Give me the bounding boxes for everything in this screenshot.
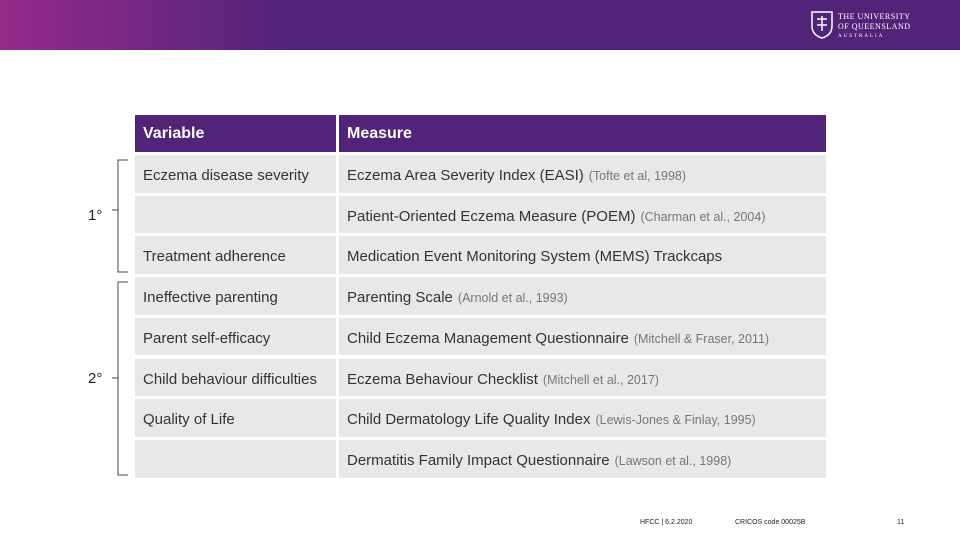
- header-cell: Measure: [339, 115, 826, 152]
- measure-cell: Child Eczema Management Questionnaire (Mi…: [339, 317, 826, 356]
- measure-text: Patient-Oriented Eczema Measure (POEM): [347, 207, 636, 225]
- group-label: 2°: [88, 370, 103, 387]
- logo-line: AUSTRALIA: [838, 34, 885, 39]
- variable-text: Quality of Life: [143, 411, 235, 429]
- group-label: 1°: [88, 207, 103, 224]
- variable-cell: [135, 195, 336, 234]
- measure-cell: Patient-Oriented Eczema Measure (POEM) (C…: [339, 195, 826, 234]
- variable-text: Treatment adherence: [143, 248, 286, 266]
- logo-crest: [811, 11, 833, 39]
- measure-cell: Dermatitis Family Impact Questionnaire (L…: [339, 439, 826, 478]
- measure-text: Eczema Area Severity Index (EASI): [347, 167, 584, 184]
- citation-text: (Tofte et al, 1998): [588, 169, 687, 183]
- logo-line: OF QUEENSLAND: [838, 22, 911, 31]
- variable-text: Child behaviour difficulties: [143, 370, 317, 388]
- citation-text: (Arnold et al., 1993): [457, 291, 568, 306]
- citation-text: (Lawson et al., 1998): [614, 453, 732, 468]
- measure-cell: Medication Event Monitoring System (MEMS…: [339, 236, 826, 275]
- measure-cell: Child Dermatology Life Quality Index (Lew…: [339, 399, 826, 437]
- measure-cell: Parenting Scale (Arnold et al., 1993): [339, 277, 826, 315]
- measure-text: Medication Event Monitoring System (MEMS…: [347, 248, 723, 266]
- measure-text: Parenting Scale: [347, 289, 453, 307]
- logo-line: THE UNIVERSITY: [838, 12, 911, 21]
- citation-text: (Lewis-Jones & Finlay, 1995): [595, 413, 756, 428]
- banner: [0, 0, 960, 50]
- variable-cell: Eczema disease severity: [135, 155, 336, 193]
- measure-cell: Eczema Area Severity Index (EASI) (Tofte …: [339, 155, 826, 193]
- page-number: 11: [897, 519, 905, 526]
- variable-cell: Treatment adherence: [135, 236, 336, 275]
- variable-cell: [135, 439, 336, 478]
- measure-text: Child Eczema Management Questionnaire: [347, 329, 629, 347]
- citation-text: (Mitchell & Fraser, 2011): [633, 331, 770, 346]
- citation-text: (Mitchell et al., 2017): [542, 372, 659, 387]
- measure-cell: Eczema Behaviour Checklist (Mitchell et a…: [339, 358, 826, 397]
- measure-text: Eczema Behaviour Checklist: [347, 370, 538, 388]
- variable-text: Eczema disease severity: [143, 167, 309, 184]
- measure-text: Dermatitis Family Impact Questionnaire: [347, 451, 610, 469]
- citation-text: (Charman et al., 2004): [640, 209, 766, 224]
- variable-cell: Ineffective parenting: [135, 277, 336, 315]
- variable-cell: Child behaviour difficulties: [135, 358, 336, 397]
- variable-text: Ineffective parenting: [143, 289, 278, 307]
- footer-cricos: CRICOS code 00025B: [735, 519, 806, 526]
- variable-cell: Quality of Life: [135, 399, 336, 437]
- measure-text: Child Dermatology Life Quality Index: [347, 411, 591, 429]
- variable-text: Parent self-efficacy: [143, 329, 271, 347]
- footer-event: HFCC | 6.2.2020: [640, 519, 693, 526]
- header-cell: Variable: [135, 115, 336, 152]
- variable-cell: Parent self-efficacy: [135, 317, 336, 356]
